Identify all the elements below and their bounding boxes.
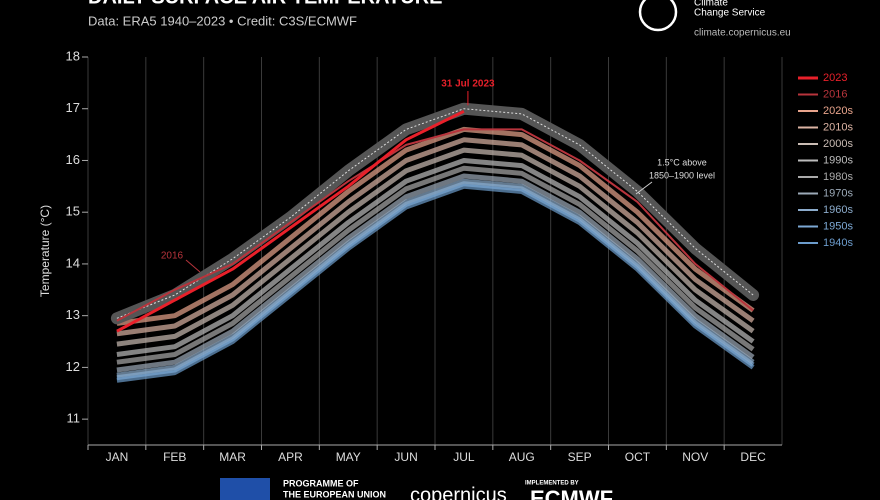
footer-logo: ECMWF (530, 486, 613, 500)
footer-text: PROGRAMME OF (283, 478, 359, 488)
annotation-arrow (635, 181, 653, 195)
x-tick-label: DEC (740, 450, 766, 464)
legend-label: 1990s (823, 154, 853, 166)
threshold-label: 1850–1900 level (649, 170, 715, 180)
logo-text: Climate (694, 0, 728, 9)
legend-label: 1980s (823, 171, 853, 183)
x-tick-label: SEP (568, 450, 592, 464)
x-tick-label: FEB (163, 450, 186, 464)
y-tick-label: 11 (67, 411, 81, 426)
footer-text: THE EUROPEAN UNION (283, 489, 386, 499)
legend-label: 1960s (823, 204, 853, 216)
series-line (116, 158, 755, 357)
series-line (116, 137, 755, 337)
series-line (116, 109, 465, 333)
x-tick-label: NOV (682, 450, 708, 464)
series-line (116, 173, 755, 373)
series-line (116, 126, 755, 326)
x-tick-label: MAR (219, 450, 246, 464)
y-tick-label: 15 (66, 204, 80, 219)
annotation: 31 Jul 2023 (441, 79, 495, 90)
x-tick-label: JUN (394, 450, 417, 464)
legend-label: 1950s (823, 220, 853, 232)
footer-text: IMPLEMENTED BY (525, 481, 579, 487)
x-tick-label: APR (278, 450, 303, 464)
legend-label: 2020s (823, 105, 853, 117)
y-tick-label: 13 (66, 307, 80, 322)
threshold-line (116, 108, 754, 319)
chart-title: DAILY SURFACE AIR TEMPERATURE (88, 0, 442, 8)
x-tick-label: AUG (509, 450, 535, 464)
series-line (116, 147, 755, 347)
legend-label: 2010s (823, 121, 853, 133)
legend-label: 2023 (823, 72, 847, 84)
x-tick-label: JAN (106, 450, 129, 464)
plot-area: JAN FEB MAR APR MAY JUN JUL AUG SEP OCT NOV DEC 11 12… (66, 48, 854, 464)
annotation-arrow (185, 259, 201, 273)
x-tick-label: MAY (336, 450, 361, 464)
legend-label: 2016 (823, 88, 847, 100)
logo-text: Change Service (694, 8, 766, 19)
series-line (116, 165, 755, 365)
chart-subtitle: Data: ERA5 1940–2023 • Credit: C3S/ECMWF (88, 13, 357, 28)
series-line (116, 178, 755, 378)
footer (0, 468, 880, 500)
y-tick-label: 12 (66, 359, 80, 374)
logo-url: climate.copernicus.eu (694, 28, 791, 39)
logo-icon (638, 0, 678, 32)
legend-label: 2000s (823, 138, 853, 150)
legend-label: 1970s (823, 187, 853, 199)
y-tick-label: 14 (66, 255, 80, 270)
footer-logo: copernicus (410, 484, 507, 500)
legend-label: 1940s (823, 237, 853, 249)
annotation: 2016 (161, 251, 184, 262)
eu-flag (220, 478, 270, 500)
y-tick-label: 16 (66, 152, 80, 167)
y-tick-label: 17 (66, 100, 80, 115)
y-tick-label: 18 (66, 48, 80, 63)
y-axis-label: Temperature (°C) (38, 205, 52, 297)
x-tick-label: OCT (625, 450, 651, 464)
threshold-label: 1.5°C above (657, 157, 707, 167)
x-tick-label: JUL (453, 450, 475, 464)
series-line (116, 128, 754, 322)
